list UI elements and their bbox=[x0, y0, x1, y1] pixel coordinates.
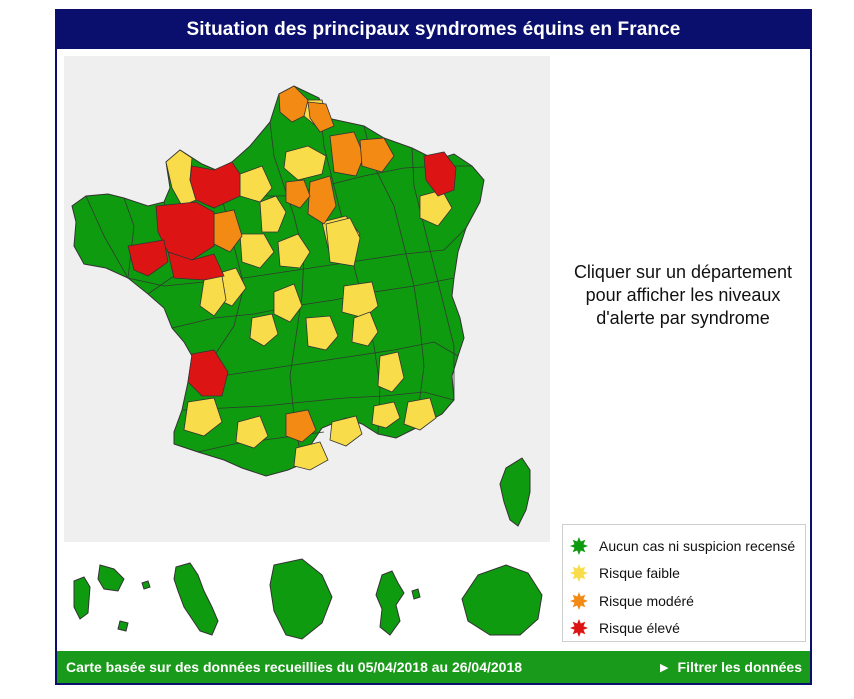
department-marne[interactable] bbox=[329, 131, 365, 177]
map-legend: Aucun cas ni suspicion recensé Risque fa… bbox=[562, 524, 806, 642]
department-corse[interactable] bbox=[499, 457, 531, 527]
starburst-icon bbox=[570, 564, 588, 583]
legend-item-none: Aucun cas ni suspicion recensé bbox=[570, 532, 805, 560]
department-guadeloupe[interactable] bbox=[73, 564, 151, 632]
footer-bar: Carte basée sur des données recueillies … bbox=[57, 651, 810, 683]
department-guyane[interactable] bbox=[269, 558, 333, 640]
risk-low-departments bbox=[165, 99, 453, 471]
department-val-doise[interactable] bbox=[285, 179, 311, 209]
department-indre[interactable] bbox=[273, 283, 303, 323]
legend-label: Risque élevé bbox=[599, 620, 680, 637]
department-puy-de-dome[interactable] bbox=[305, 315, 339, 351]
department-ardennes[interactable] bbox=[359, 137, 395, 173]
starburst-icon bbox=[570, 591, 588, 610]
department-aisne[interactable] bbox=[283, 145, 327, 181]
department-la-reunion[interactable] bbox=[461, 564, 543, 636]
department-allier[interactable] bbox=[341, 281, 379, 319]
filter-data-button[interactable]: ▶ Filtrer les données bbox=[660, 659, 802, 675]
risk-moderate-departments bbox=[213, 85, 395, 443]
overseas-territories bbox=[64, 551, 550, 647]
department-pas-de-calais[interactable] bbox=[278, 85, 309, 123]
starburst-icon bbox=[570, 536, 588, 555]
syndromes-widget: Situation des principaux syndromes équin… bbox=[55, 9, 812, 685]
department-mayotte[interactable] bbox=[375, 570, 421, 636]
department-bas-rhin[interactable] bbox=[423, 151, 457, 197]
map-instructions: Cliquer sur un département pour afficher… bbox=[557, 261, 809, 330]
date-range-text: Carte basée sur des données recueillies … bbox=[66, 659, 523, 675]
legend-item-moderate: Risque modéré bbox=[570, 587, 805, 615]
department-loiret[interactable] bbox=[277, 233, 311, 269]
department-vaucluse[interactable] bbox=[371, 401, 401, 429]
france-map bbox=[71, 85, 531, 527]
department-var[interactable] bbox=[403, 397, 437, 431]
department-aude[interactable] bbox=[293, 441, 329, 471]
department-eure-et-loir[interactable] bbox=[259, 195, 287, 233]
department-drome[interactable] bbox=[377, 351, 405, 393]
instructions-line-1: Cliquer sur un département bbox=[573, 262, 793, 282]
department-gard[interactable] bbox=[329, 415, 363, 447]
department-tarn[interactable] bbox=[285, 409, 317, 443]
department-morbihan[interactable] bbox=[127, 239, 169, 277]
overseas-maps bbox=[73, 558, 543, 640]
department-haute-vienne[interactable] bbox=[249, 313, 279, 347]
legend-label: Aucun cas ni suspicion recensé bbox=[599, 537, 796, 554]
page-title: Situation des principaux syndromes équin… bbox=[57, 11, 810, 49]
legend-label: Risque modéré bbox=[599, 592, 694, 609]
instructions-line-2: pour afficher les niveaux bbox=[585, 285, 781, 305]
legend-label: Risque faible bbox=[599, 565, 680, 582]
department-landes[interactable] bbox=[183, 397, 223, 437]
france-map-panel bbox=[64, 56, 550, 542]
department-cote-dor[interactable] bbox=[325, 217, 361, 267]
instructions-line-3: d'alerte par syndrome bbox=[596, 308, 770, 328]
department-seine-et-marne[interactable] bbox=[307, 175, 337, 225]
risk-high-departments bbox=[127, 151, 457, 397]
department-sarthe[interactable] bbox=[239, 233, 275, 269]
title-text: Situation des principaux syndromes équin… bbox=[186, 19, 681, 40]
legend-item-high: Risque élevé bbox=[570, 615, 805, 643]
department-calvados[interactable] bbox=[189, 161, 241, 209]
filter-label: Filtrer les données bbox=[677, 659, 802, 675]
starburst-icon bbox=[570, 619, 588, 638]
department-loire-atlantique[interactable] bbox=[167, 251, 225, 281]
play-triangle-icon: ▶ bbox=[660, 661, 669, 674]
department-nord[interactable] bbox=[307, 101, 335, 133]
department-gironde[interactable] bbox=[187, 349, 229, 397]
department-loire[interactable] bbox=[351, 311, 379, 347]
department-martinique[interactable] bbox=[173, 562, 219, 636]
legend-item-low: Risque faible bbox=[570, 560, 805, 588]
department-gers[interactable] bbox=[235, 415, 269, 449]
department-ille-et-vilaine[interactable] bbox=[155, 201, 215, 261]
